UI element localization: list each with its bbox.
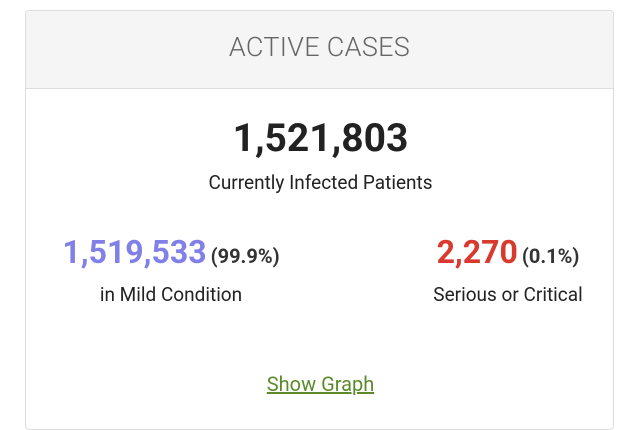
mild-percent: (99.9%) bbox=[210, 244, 280, 268]
mild-value: 1,519,533 bbox=[62, 233, 207, 271]
show-graph-link[interactable]: Show Graph bbox=[266, 372, 375, 396]
mild-column: 1,519,533 (99.9%) in Mild Condition bbox=[26, 233, 316, 306]
card: ACTIVE CASES 1,521,803 Currently Infecte… bbox=[25, 10, 614, 430]
header-title: ACTIVE CASES bbox=[228, 31, 411, 63]
critical-percent: (0.1%) bbox=[521, 244, 580, 268]
mild-label: in Mild Condition bbox=[99, 283, 243, 306]
critical-column: 2,270 (0.1%) Serious or Critical bbox=[363, 233, 613, 306]
total-label: Currently Infected Patients bbox=[208, 171, 433, 194]
page: {"header": {"title": "ACTIVE CASES"}, "t… bbox=[25, 10, 614, 430]
critical-label: Serious or Critical bbox=[433, 283, 583, 306]
total-value: 1,521,803 bbox=[232, 115, 409, 161]
critical-value: 2,270 bbox=[436, 233, 518, 271]
card-header: ACTIVE CASES bbox=[26, 11, 613, 89]
